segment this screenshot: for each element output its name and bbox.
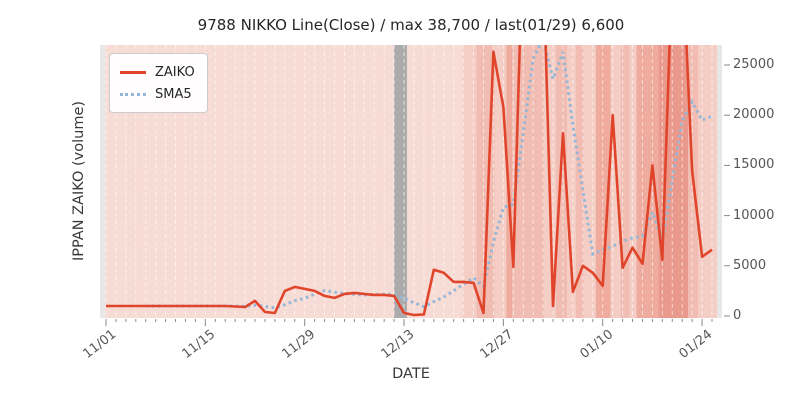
legend-item-zaiko: ZAIKO — [120, 61, 195, 83]
highlight-band — [610, 45, 621, 318]
highlight-band — [566, 45, 576, 318]
highlight-band — [506, 45, 513, 318]
highlight-band — [620, 45, 630, 318]
legend: ZAIKO SMA5 — [109, 53, 208, 113]
highlight-band — [575, 45, 584, 318]
zaiko-line — [106, 45, 713, 317]
legend-label-zaiko: ZAIKO — [155, 64, 195, 80]
sma5-line — [145, 45, 713, 310]
y-tick-label: 5000 — [733, 257, 767, 273]
y-tick-label: 10000 — [733, 207, 775, 223]
legend-label-sma5: SMA5 — [155, 86, 192, 102]
highlight-band — [658, 45, 689, 318]
highlight-band — [494, 45, 507, 318]
highlight-band — [462, 45, 477, 318]
y-tick-label: 15000 — [733, 157, 775, 173]
y-tick-label: 20000 — [733, 107, 775, 123]
y-tick-label: 0 — [733, 308, 742, 323]
x-axis-label: DATE — [392, 366, 430, 382]
zaiko-line-swatch — [120, 70, 146, 74]
highlight-band — [407, 45, 463, 318]
y-tick-label: 25000 — [733, 57, 775, 72]
highlight-band — [698, 45, 717, 318]
gray-band — [394, 45, 408, 318]
legend-item-sma5: SMA5 — [120, 83, 195, 105]
highlight-band — [583, 45, 596, 318]
sma5-line-swatch — [120, 92, 146, 96]
chart-title: 9788 NIKKO Line(Close) / max 38,700 / la… — [197, 16, 625, 34]
